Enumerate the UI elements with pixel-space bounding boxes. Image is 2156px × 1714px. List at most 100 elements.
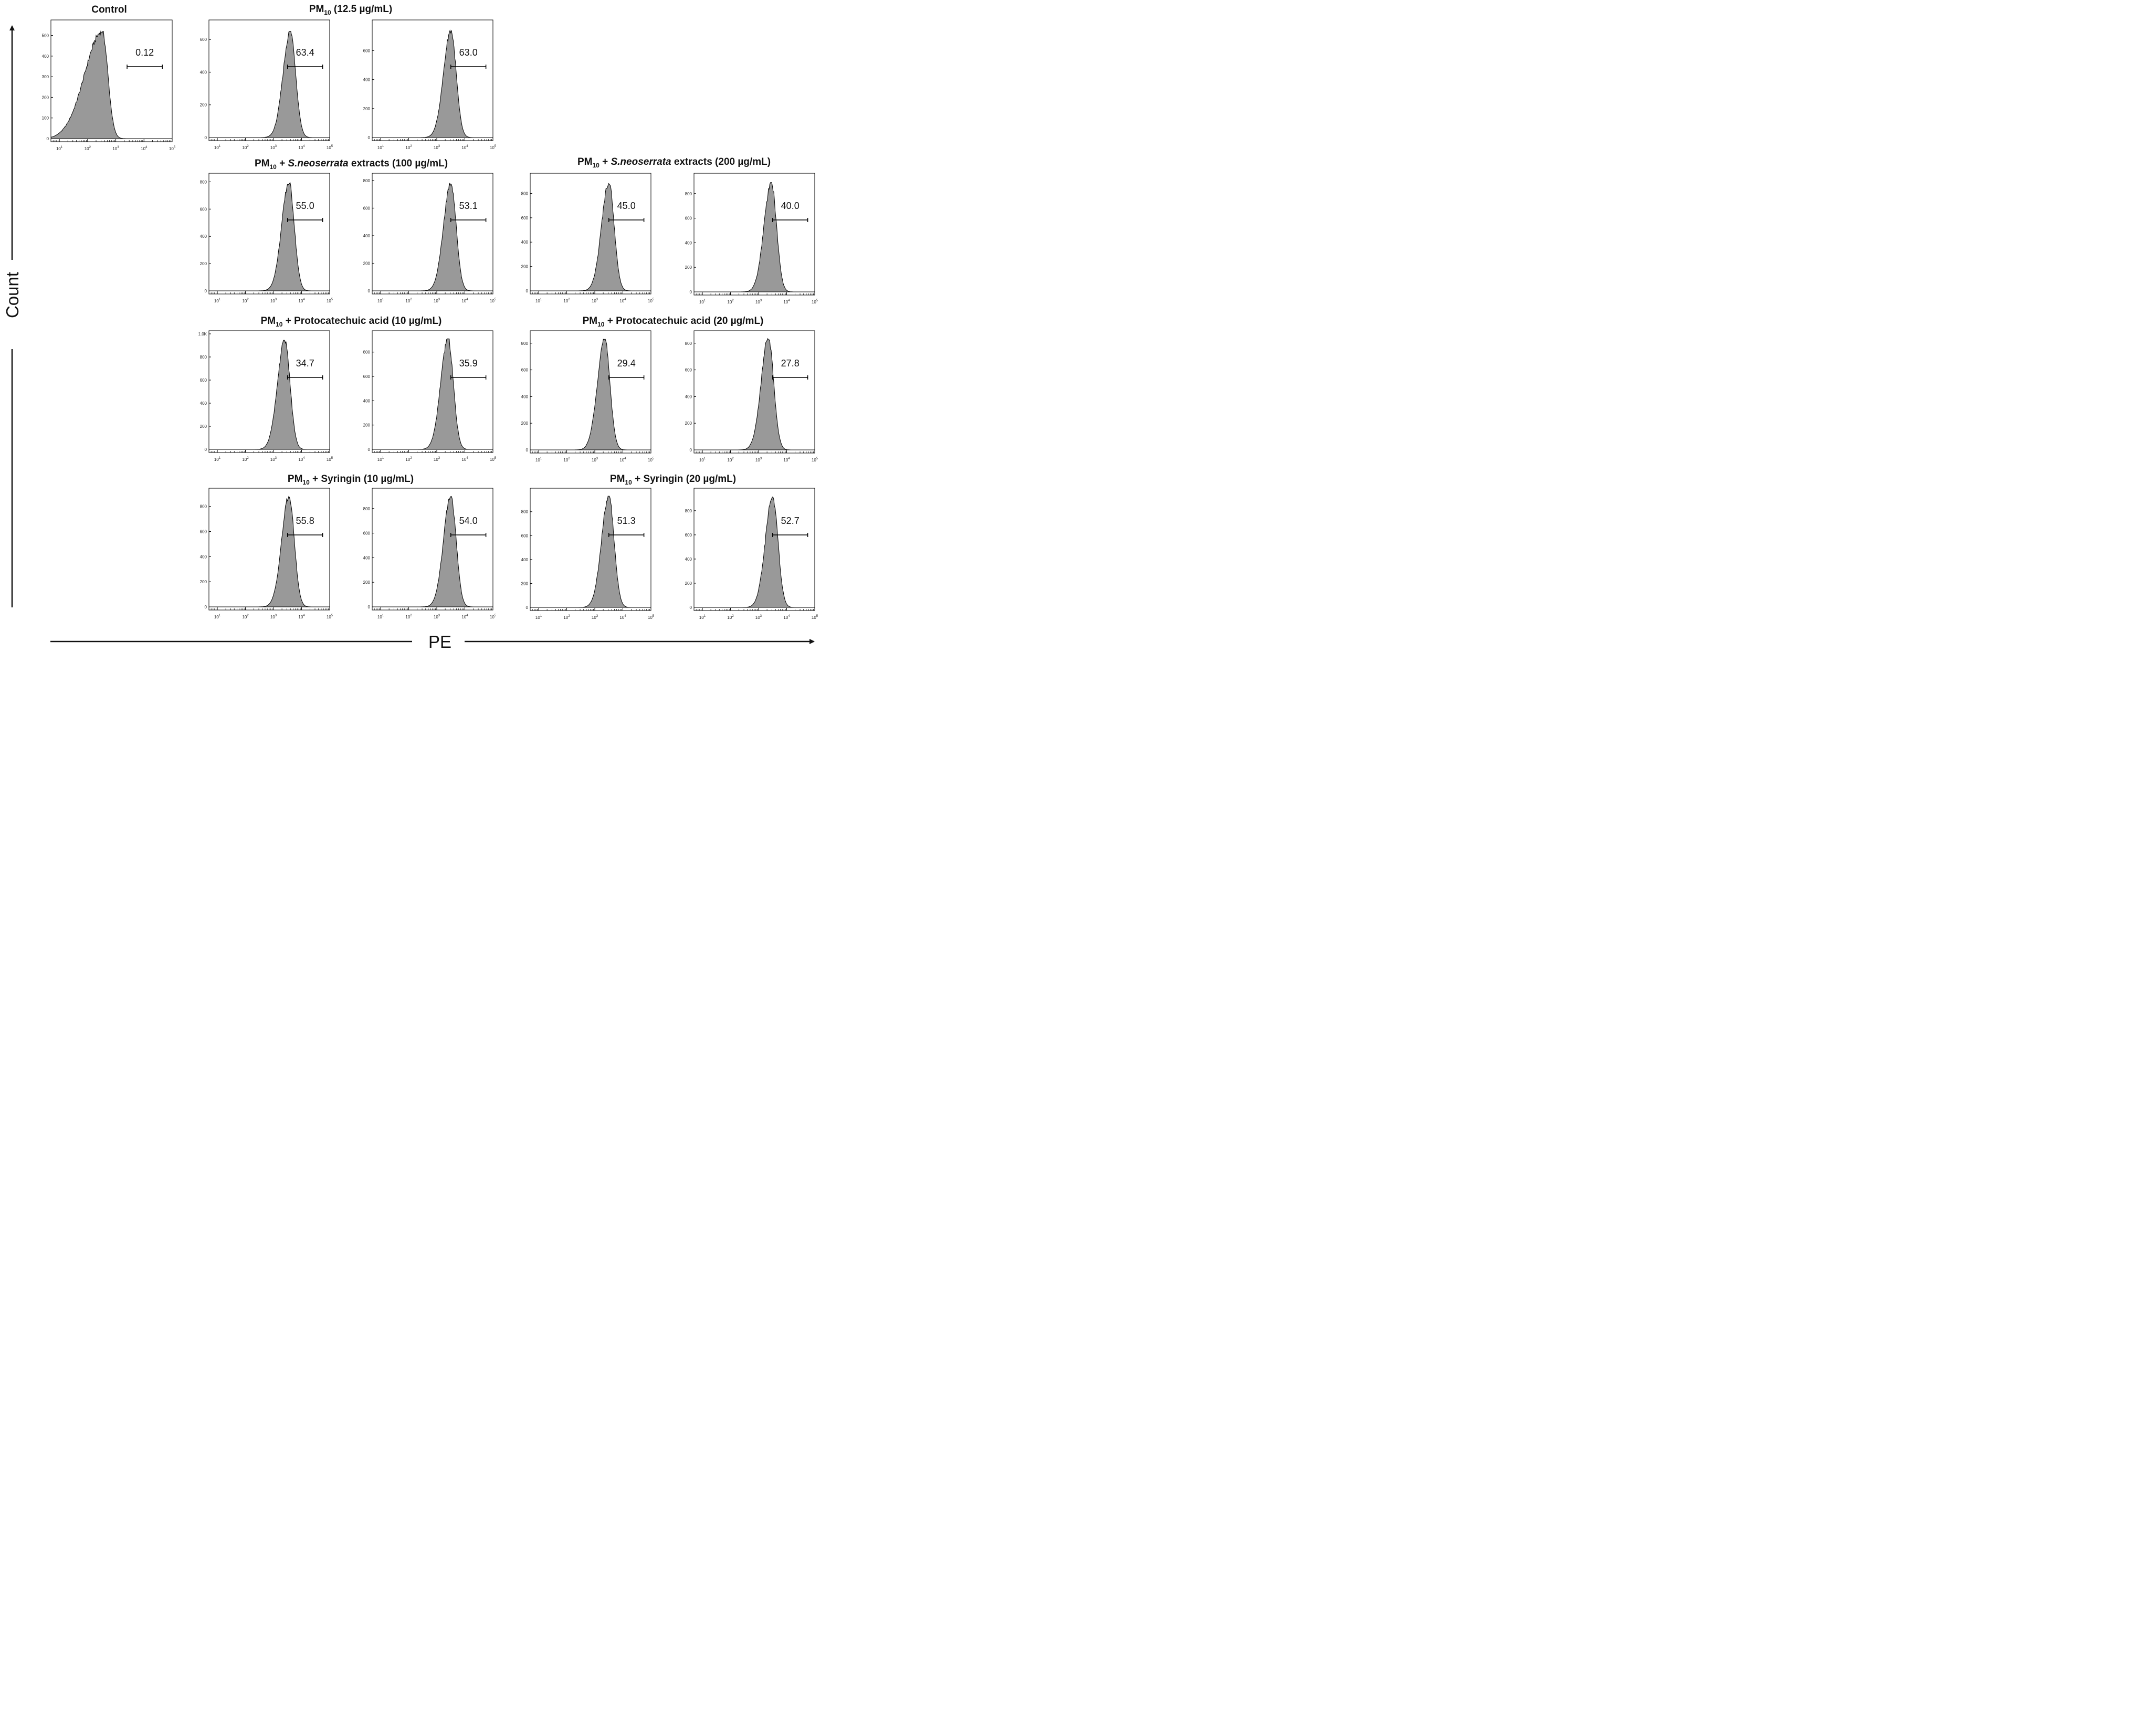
y-tick-label: 400 [363,78,371,82]
x-tick-label: 104 [783,457,790,462]
x-tick-label: 103 [755,457,762,462]
histogram-panel: 0 200 400 600 800 101 102 103 104 105 54.0 [363,488,497,619]
histogram-area [372,496,493,607]
x-tick-label: 105 [490,614,497,619]
x-tick-label: 104 [298,145,305,150]
x-tick-label: 101 [214,298,221,303]
gate-percent-label: 34.7 [296,358,314,369]
x-tick-label: 102 [563,298,570,303]
y-tick-label: 600 [521,216,529,220]
x-tick-label: 103 [434,614,440,619]
histogram-area [209,339,330,450]
gate-marker [287,218,323,222]
x-tick-label: 101 [699,299,706,304]
x-tick-label: 103 [592,298,598,303]
y-tick-label: 600 [685,368,692,373]
y-tick-label: 0 [368,289,371,293]
y-tick-label: 800 [200,355,207,360]
y-tick-label: 200 [521,265,529,269]
x-tick-label: 104 [461,298,468,303]
y-tick-label: 400 [200,70,207,75]
x-tick-label: 102 [727,299,734,304]
y-tick-label: 600 [200,530,207,534]
panel-frame [208,19,330,141]
y-tick-label: 0 [690,290,692,295]
gate-marker [127,65,163,69]
histogram-area [50,30,172,139]
y-tick-label: 400 [521,394,529,399]
y-tick-label: 800 [685,509,692,513]
y-tick-label: 800 [521,510,529,514]
y-tick-label: 600 [200,37,207,42]
x-tick-label: 105 [327,145,333,150]
title-pca-10: PM10 + Protocatechuic acid (10 µg/mL) [261,316,442,328]
x-tick-label: 105 [648,457,655,462]
y-tick-label: 200 [685,421,692,426]
x-tick-label: 102 [242,457,249,462]
x-tick-label: 101 [214,145,221,150]
x-tick-label: 101 [535,615,542,620]
gate-marker [450,218,487,222]
x-tick-label: 103 [434,145,440,150]
histogram-panel: 0 200 400 600 800 101 102 103 104 105 45.0 [521,173,655,303]
y-tick-label: 0 [368,135,371,140]
y-tick-label: 400 [363,234,371,238]
title-sn-100: PM10 + S.neoserrata extracts (100 µg/mL) [255,158,448,171]
x-tick-label: 103 [755,299,762,304]
histogram-panel: 0 200 400 600 800 101 102 103 104 105 55.0 [200,173,333,303]
title-control: Control [91,4,127,15]
y-tick-label: 100 [42,116,49,121]
gate-marker [287,375,323,380]
x-tick-label: 104 [783,615,790,620]
y-tick-label: 200 [363,580,371,585]
y-tick-label: 400 [200,401,207,406]
y-tick-label: 600 [521,368,529,373]
y-tick-label: 600 [200,378,207,383]
x-tick-label: 101 [377,614,384,619]
y-tick-label: 600 [200,207,207,212]
x-tick-label: 105 [812,299,818,304]
y-tick-label: 0 [526,448,529,453]
x-tick-label: 105 [327,457,333,462]
y-tick-label: 0 [690,448,692,453]
x-tick-label: 104 [141,146,148,151]
gate-percent-label: 45.0 [617,201,636,211]
y-tick-label: 200 [685,265,692,270]
y-tick-label: 200 [200,580,207,584]
y-tick-label: 600 [685,216,692,221]
x-tick-label: 104 [298,614,305,619]
histogram-area [694,496,815,608]
histogram-panel: 0 100 200 300 400 500 101 102 103 104 105 0.12 [42,19,176,151]
x-tick-label: 102 [242,614,249,619]
histogram-area [372,29,493,138]
x-tick-label: 104 [298,457,305,462]
panel-frame [693,173,815,296]
x-tick-label: 104 [619,298,626,303]
x-tick-label: 103 [592,457,598,462]
y-tick-label: 600 [363,48,371,53]
y-tick-label: 400 [363,398,371,403]
gate-percent-label: 40.0 [781,201,800,211]
y-tick-label: 200 [200,424,207,429]
y-tick-label: 400 [363,555,371,560]
histogram-area [530,183,651,291]
panel-frame [372,173,493,295]
y-tick-label: 300 [42,75,49,79]
y-tick-label: 200 [363,107,371,111]
x-tick-label: 102 [242,298,249,303]
x-tick-label: 101 [377,145,384,150]
y-axis-label: Count [3,272,22,318]
x-tick-label: 101 [699,615,706,620]
x-tick-label: 104 [619,457,626,462]
y-tick-label: 0 [205,605,207,609]
x-tick-label: 105 [490,145,497,150]
panel-frame [372,330,493,453]
histogram-panel: 0 200 400 600 101 102 103 104 105 63.4 [200,19,333,150]
histogram-panels: 0 100 200 300 400 500 101 102 103 104 105 0.12 0 200 4… [42,19,818,620]
histogram-area [694,182,815,292]
histogram-area [530,496,651,608]
gate-percent-label: 55.0 [296,201,314,211]
x-tick-label: 103 [112,146,119,151]
histogram-area [209,182,330,291]
gate-percent-label: 52.7 [781,516,800,526]
